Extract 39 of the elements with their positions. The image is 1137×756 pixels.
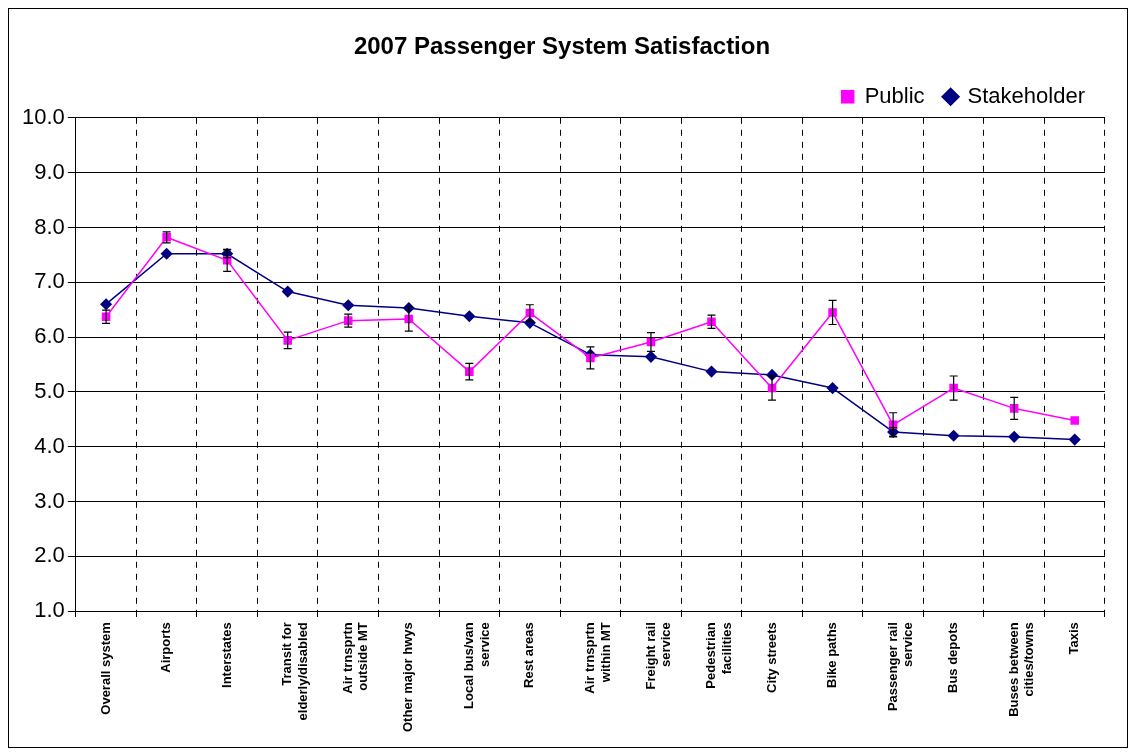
x-tick-label: Rest areas xyxy=(521,622,537,688)
x-tick-label: Taxis xyxy=(1066,622,1082,655)
x-tick-label: Interstates xyxy=(218,622,234,688)
point xyxy=(826,382,839,394)
legend-label: Public xyxy=(864,82,925,108)
point xyxy=(947,430,960,442)
y-tick-label: 6.0 xyxy=(34,323,65,349)
point xyxy=(463,310,476,322)
y-tick-label: 8.0 xyxy=(34,213,65,239)
point xyxy=(281,285,294,298)
point xyxy=(645,351,657,363)
y-tick-label: 3.0 xyxy=(34,487,65,513)
point xyxy=(100,298,112,310)
chart-title: 2007 Passenger System Satisfaction xyxy=(353,32,771,60)
x-tick-label: Local bus/van service xyxy=(460,622,492,709)
point xyxy=(1070,416,1080,425)
x-tick-label: Air trnsprtn within MT xyxy=(581,622,613,694)
x-tick-label: Passenger rail service xyxy=(884,622,916,712)
y-tick-label: 5.0 xyxy=(34,377,65,403)
y-tick-label: 9.0 xyxy=(34,158,65,184)
y-tick-label: 2.0 xyxy=(34,542,65,568)
x-tick-label: Bike paths xyxy=(824,622,840,688)
y-tick-label: 10.0 xyxy=(21,103,65,129)
point xyxy=(1008,431,1020,443)
x-tick-label: Airports xyxy=(158,622,174,673)
x-tick-label: Buses between cities/towns xyxy=(1005,622,1037,717)
x-tick-label: City streets xyxy=(763,622,779,693)
point xyxy=(1068,433,1081,446)
x-tick-label: Bus depots xyxy=(945,622,961,693)
point xyxy=(342,299,354,312)
y-tick-label: 1.0 xyxy=(34,597,65,623)
x-tick-label: Overall system xyxy=(97,622,113,715)
legend-label: Stakeholder xyxy=(967,82,1086,108)
point xyxy=(705,365,718,378)
x-tick-label: Other major hwys xyxy=(400,622,416,732)
point xyxy=(160,248,173,260)
x-tick-label: Transit for elderly/disabled xyxy=(279,622,310,721)
y-tick-label: 4.0 xyxy=(34,432,65,458)
y-tick-label: 7.0 xyxy=(34,268,65,294)
